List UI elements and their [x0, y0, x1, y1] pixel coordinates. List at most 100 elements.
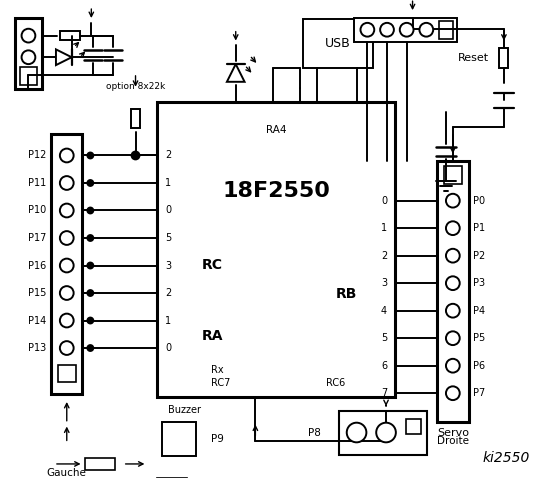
Bar — [444, 166, 462, 184]
Circle shape — [361, 23, 374, 36]
Circle shape — [132, 152, 139, 159]
Circle shape — [446, 304, 460, 318]
Polygon shape — [56, 49, 72, 65]
Text: P11: P11 — [28, 178, 46, 188]
Bar — [19, 67, 37, 85]
Circle shape — [22, 50, 35, 64]
Circle shape — [446, 331, 460, 345]
Circle shape — [446, 386, 460, 400]
Text: P1: P1 — [473, 223, 486, 233]
Bar — [406, 419, 421, 434]
Text: Buzzer: Buzzer — [168, 405, 201, 415]
Text: P4: P4 — [473, 306, 486, 316]
Text: RB: RB — [336, 287, 358, 301]
Text: P8: P8 — [309, 428, 321, 437]
Text: P5: P5 — [473, 333, 486, 343]
Circle shape — [87, 263, 93, 268]
Circle shape — [400, 23, 414, 36]
Text: RC: RC — [201, 258, 222, 272]
Bar — [58, 365, 76, 383]
Text: 7: 7 — [381, 388, 387, 398]
Text: 1: 1 — [381, 223, 387, 233]
Text: P6: P6 — [473, 360, 486, 371]
Text: P3: P3 — [473, 278, 486, 288]
Text: 4: 4 — [381, 306, 387, 316]
Text: P9: P9 — [211, 434, 224, 444]
Text: RA: RA — [201, 329, 223, 343]
Circle shape — [60, 286, 74, 300]
Text: P12: P12 — [28, 151, 46, 160]
Circle shape — [87, 290, 93, 296]
Bar — [157, 478, 186, 480]
Circle shape — [446, 249, 460, 263]
Text: RA4: RA4 — [266, 125, 286, 135]
Text: 3: 3 — [381, 278, 387, 288]
Circle shape — [87, 180, 93, 186]
Bar — [499, 48, 508, 68]
Text: P13: P13 — [28, 343, 46, 353]
Bar — [302, 19, 373, 68]
Circle shape — [60, 259, 74, 272]
Bar — [157, 102, 395, 397]
Bar — [439, 21, 453, 38]
Text: Servo: Servo — [437, 428, 469, 437]
Text: P15: P15 — [28, 288, 46, 298]
Text: 2: 2 — [165, 288, 171, 298]
Text: RC7: RC7 — [211, 378, 231, 388]
Circle shape — [60, 313, 74, 327]
Text: P7: P7 — [473, 388, 486, 398]
Bar — [353, 18, 457, 42]
Text: USB: USB — [325, 37, 351, 50]
Text: P14: P14 — [28, 315, 46, 325]
Text: ki2550: ki2550 — [482, 451, 530, 465]
Circle shape — [87, 345, 93, 351]
Bar — [15, 18, 42, 89]
Circle shape — [446, 359, 460, 372]
Text: 0: 0 — [381, 196, 387, 205]
Bar — [339, 411, 427, 455]
Text: P16: P16 — [28, 261, 46, 271]
Text: option 8x22k: option 8x22k — [106, 82, 165, 91]
Circle shape — [60, 341, 74, 355]
Circle shape — [446, 221, 460, 235]
Text: 2: 2 — [381, 251, 387, 261]
Text: 0: 0 — [165, 343, 171, 353]
Text: RC6: RC6 — [326, 378, 346, 388]
Circle shape — [380, 23, 394, 36]
Bar — [51, 134, 82, 394]
Text: P10: P10 — [28, 205, 46, 216]
Polygon shape — [227, 64, 244, 82]
Circle shape — [87, 318, 93, 324]
Circle shape — [60, 176, 74, 190]
Circle shape — [419, 23, 433, 36]
Circle shape — [376, 423, 396, 443]
Circle shape — [22, 29, 35, 43]
Text: 1: 1 — [165, 178, 171, 188]
Circle shape — [446, 276, 460, 290]
Text: P2: P2 — [473, 251, 486, 261]
Text: Gauche: Gauche — [47, 468, 87, 478]
Bar — [60, 31, 80, 40]
Text: 1: 1 — [165, 315, 171, 325]
Text: P17: P17 — [28, 233, 46, 243]
Text: 5: 5 — [381, 333, 387, 343]
Text: Droite: Droite — [437, 436, 469, 446]
Text: 18F2550: 18F2550 — [222, 181, 330, 201]
Circle shape — [87, 207, 93, 214]
Circle shape — [87, 153, 93, 158]
Text: 6: 6 — [381, 360, 387, 371]
Text: 2: 2 — [165, 151, 171, 160]
Text: Rx: Rx — [211, 365, 224, 374]
Bar — [437, 161, 468, 422]
Text: 5: 5 — [165, 233, 171, 243]
Bar — [131, 109, 140, 129]
Circle shape — [446, 194, 460, 207]
Text: 0: 0 — [165, 205, 171, 216]
Bar — [162, 422, 196, 456]
Circle shape — [60, 231, 74, 245]
Circle shape — [347, 423, 367, 443]
Bar — [85, 458, 115, 470]
Circle shape — [60, 204, 74, 217]
Circle shape — [60, 149, 74, 162]
Text: Reset: Reset — [458, 53, 489, 63]
